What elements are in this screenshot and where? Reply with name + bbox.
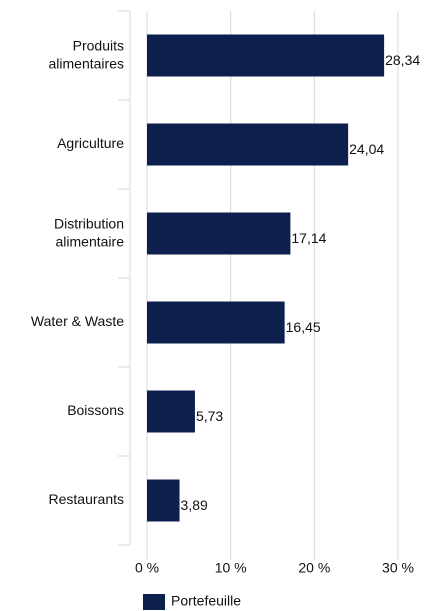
bar (147, 390, 195, 433)
y-tick-label: Agriculture (57, 135, 124, 151)
y-tick-label: Distribution alimentaire (54, 215, 124, 249)
x-tick-label: 0 % (135, 560, 159, 576)
bar (147, 212, 291, 255)
y-tick-label: Produits alimentaires (49, 37, 124, 71)
y-tick-label: Restaurants (49, 491, 124, 507)
data-label: 28,34 (385, 52, 420, 68)
data-label: 17,14 (291, 230, 326, 246)
bar (147, 123, 349, 166)
bar (147, 479, 180, 522)
data-label: 5,73 (196, 408, 223, 424)
x-tick-label: 20 % (298, 560, 330, 576)
y-tick-label: Water & Waste (31, 313, 124, 329)
data-label: 3,89 (181, 497, 208, 513)
data-label: 24,04 (349, 141, 384, 157)
x-tick-label: 30 % (382, 560, 414, 576)
bar (147, 34, 385, 77)
bar (147, 301, 285, 344)
y-tick-label: Boissons (67, 402, 124, 418)
legend-label: Portefeuille (171, 593, 241, 609)
legend-swatch (143, 594, 165, 610)
data-label: 16,45 (286, 319, 321, 335)
x-tick-label: 10 % (215, 560, 247, 576)
